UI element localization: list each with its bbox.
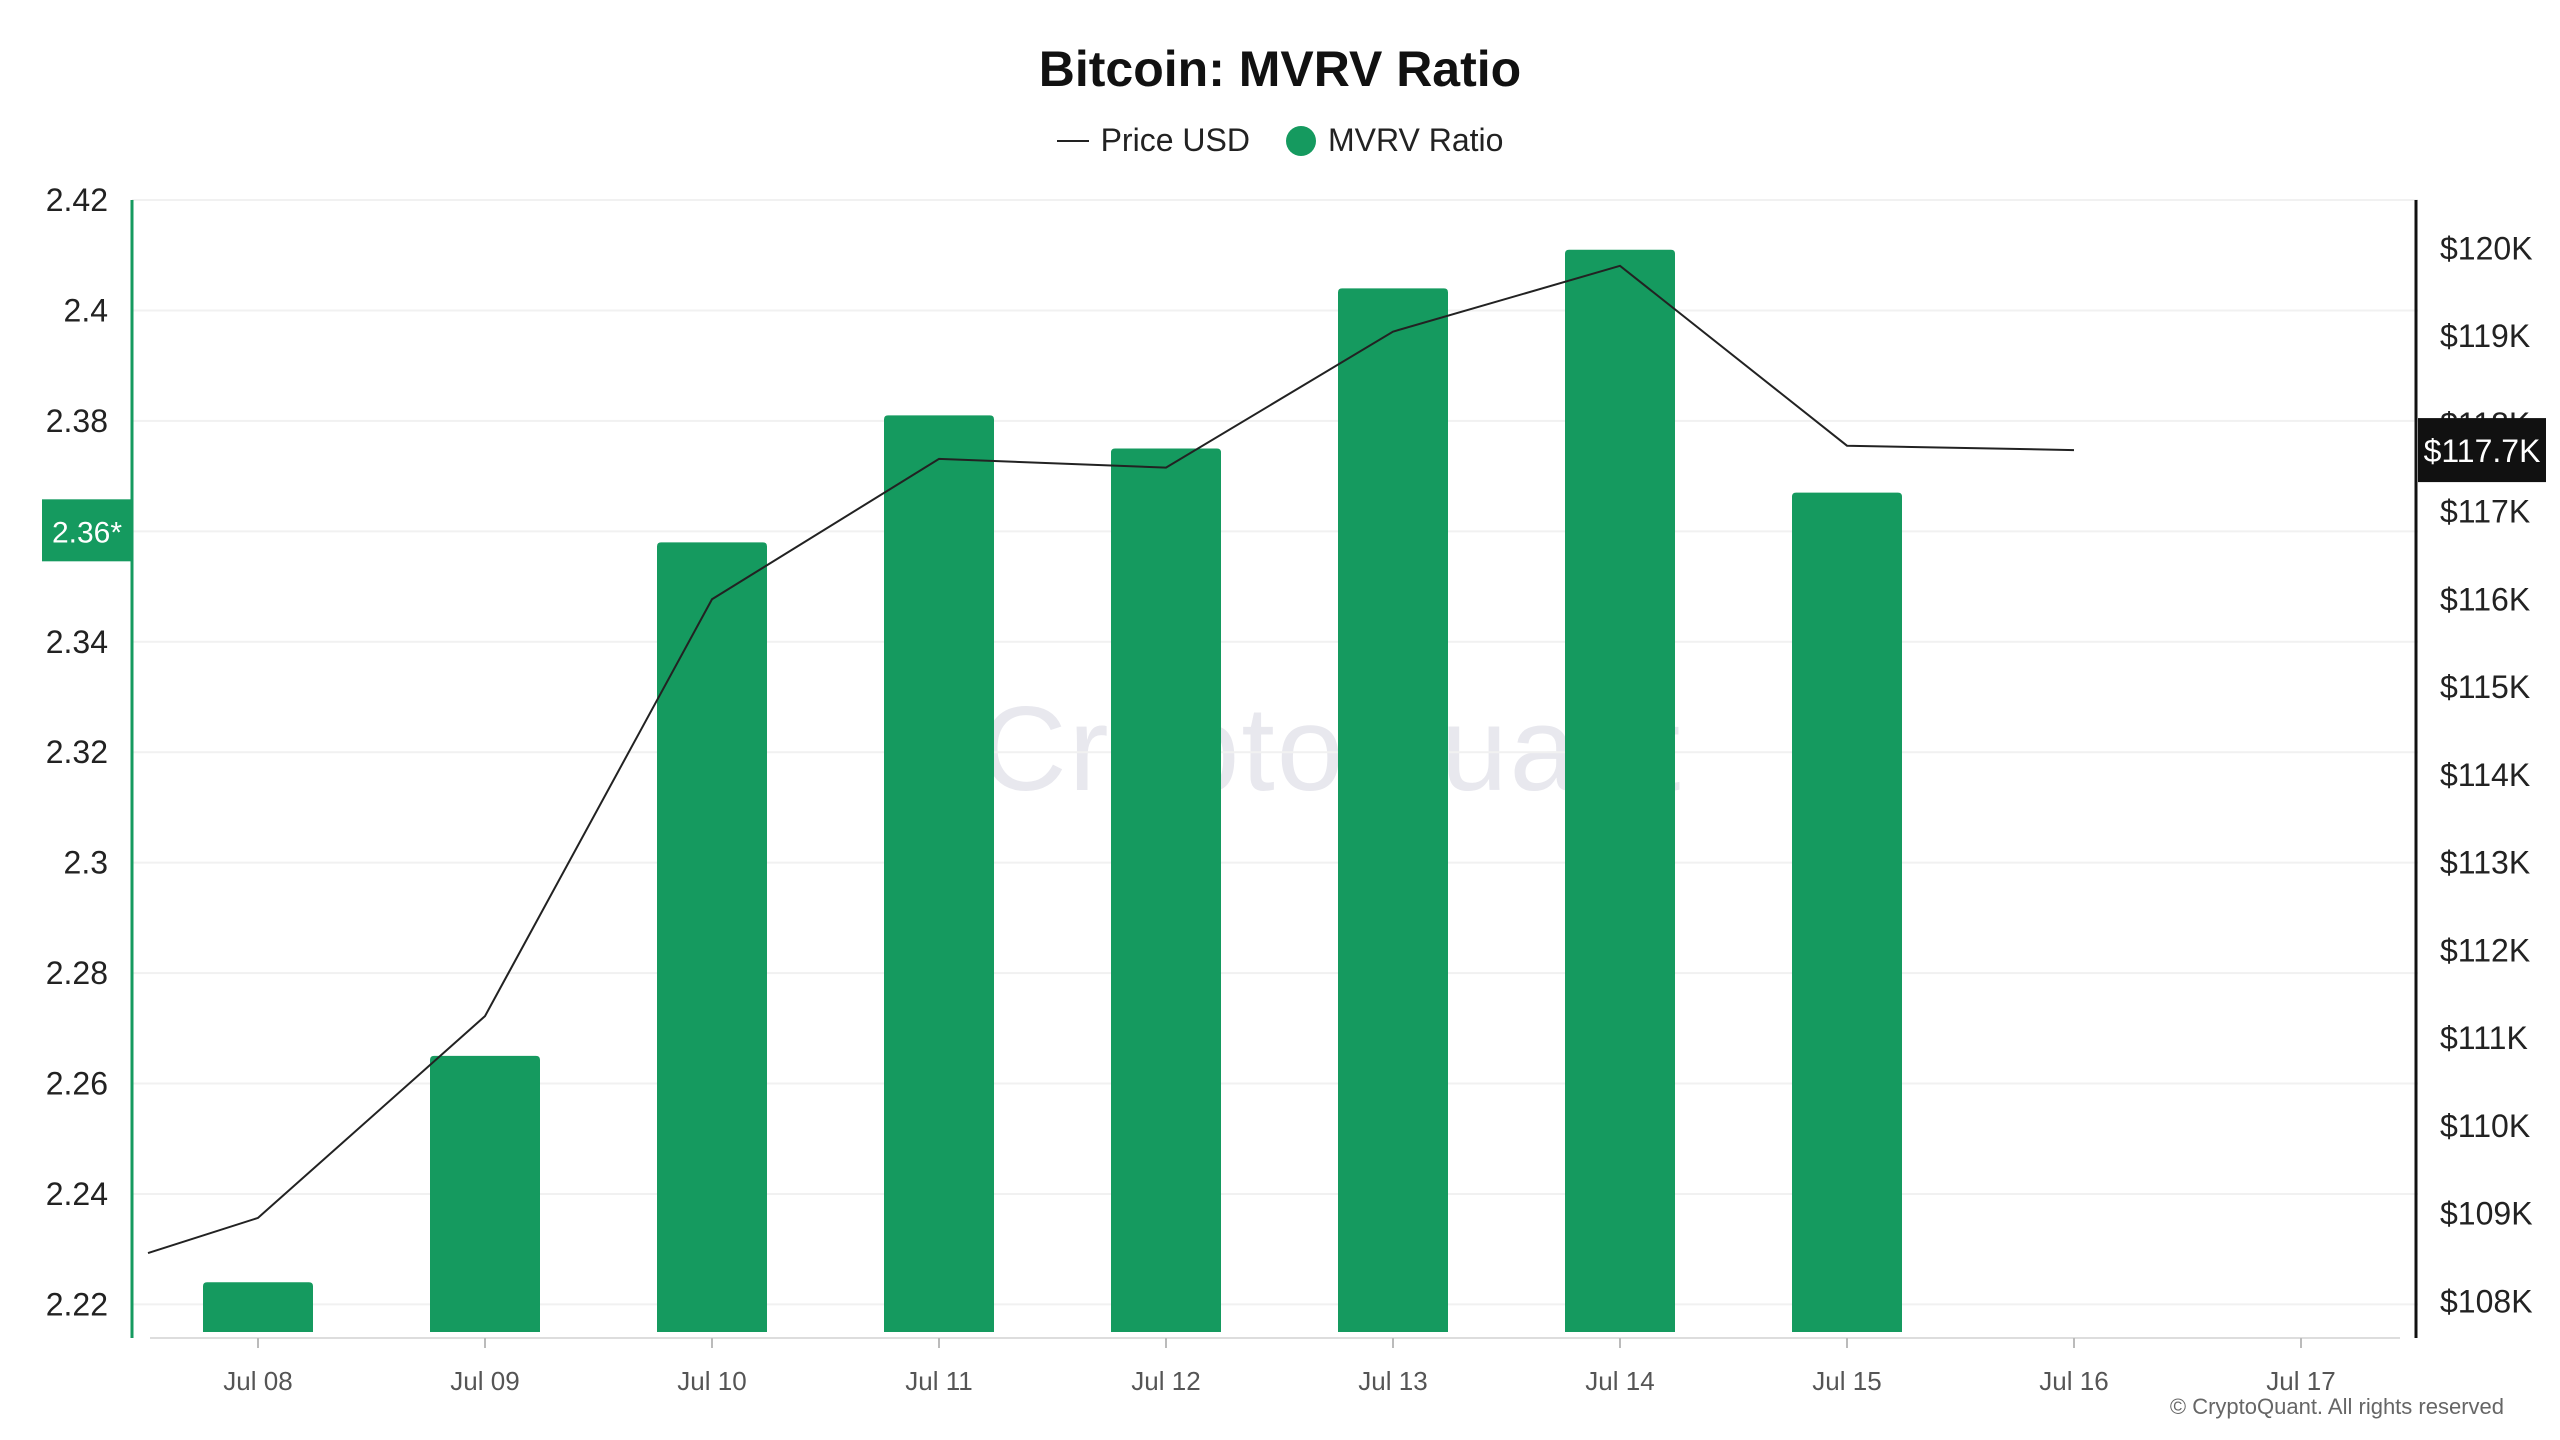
x-tick-label: Jul 12 <box>1131 1366 1200 1396</box>
chart-title: Bitcoin: MVRV Ratio <box>1038 41 1522 97</box>
x-tick-label: Jul 11 <box>905 1366 972 1396</box>
legend: Price USD MVRV Ratio <box>0 122 2560 159</box>
left-value-marker-label: 2.36* <box>52 516 122 549</box>
right-tick-label: $117K <box>2440 494 2530 530</box>
x-tick-label: Jul 13 <box>1358 1366 1427 1396</box>
legend-label-mvrv: MVRV Ratio <box>1327 122 1504 158</box>
x-tick-label: Jul 17 <box>2266 1366 2335 1396</box>
right-tick-label: $120K <box>2440 230 2533 266</box>
price-line <box>147 264 2075 1254</box>
right-tick-label: $112K <box>2440 932 2530 968</box>
mvrv-bar <box>884 415 994 1333</box>
left-tick-label: 2.28 <box>46 955 108 991</box>
right-tick-label: $108K <box>2440 1283 2533 1319</box>
mvrv-bar <box>657 542 767 1332</box>
right-tick-label: $113K <box>2440 845 2530 881</box>
x-tick-label: Jul 15 <box>1812 1366 1881 1396</box>
left-tick-label: 2.26 <box>46 1066 108 1102</box>
x-tick-label: Jul 14 <box>1585 1366 1654 1396</box>
right-value-marker-label: $117.7K <box>2424 433 2541 469</box>
x-tick-label: Jul 09 <box>450 1366 519 1396</box>
axis-markers: 2.36* $117.7K <box>42 418 2546 562</box>
copyright: © CryptoQuant. All rights reserved <box>2169 1394 2504 1419</box>
x-tick-label: Jul 16 <box>2039 1366 2108 1396</box>
bar-series <box>203 249 1902 1333</box>
left-tick-label: 2.24 <box>46 1176 108 1212</box>
mvrv-bar <box>430 1055 540 1332</box>
right-tick-label: $109K <box>2440 1196 2533 1232</box>
mvrv-bar <box>1792 492 1902 1332</box>
mvrv-bar <box>203 1282 313 1332</box>
right-tick-label: $110K <box>2440 1108 2530 1144</box>
mvrv-bar <box>1565 249 1675 1333</box>
right-tick-label: $119K <box>2440 318 2530 354</box>
dot-swatch-icon <box>1285 125 1316 156</box>
left-value-marker <box>42 499 132 562</box>
line-swatch-icon <box>1056 139 1089 142</box>
tick-labels: 2.222.242.262.282.32.322.342.362.382.42.… <box>46 182 2533 1396</box>
x-tick-label: Jul 08 <box>223 1366 292 1396</box>
left-tick-label: 2.32 <box>46 734 108 770</box>
left-tick-label: 2.3 <box>64 845 108 881</box>
legend-item-price[interactable]: Price USD <box>1056 122 1250 159</box>
right-tick-label: $115K <box>2440 669 2530 705</box>
left-tick-label: 2.34 <box>46 624 108 660</box>
watermark: CryptoQuant <box>980 682 1683 816</box>
x-tick-label: Jul 10 <box>677 1366 746 1396</box>
left-tick-label: 2.4 <box>64 292 108 328</box>
mvrv-bar <box>1111 448 1221 1332</box>
left-tick-label: 2.38 <box>46 403 108 439</box>
right-value-marker <box>2418 418 2546 483</box>
left-tick-label: 2.22 <box>46 1286 108 1322</box>
line-series <box>147 264 2075 1254</box>
right-tick-label: $116K <box>2440 581 2530 617</box>
legend-label-price: Price USD <box>1100 122 1250 158</box>
right-tick-label: $114K <box>2440 757 2530 793</box>
right-tick-label: $111K <box>2440 1020 2528 1056</box>
axes <box>130 200 2418 1348</box>
legend-item-mvrv[interactable]: MVRV Ratio <box>1285 122 1504 159</box>
mvrv-bar <box>1338 288 1448 1333</box>
left-tick-label: 2.42 <box>46 182 108 218</box>
